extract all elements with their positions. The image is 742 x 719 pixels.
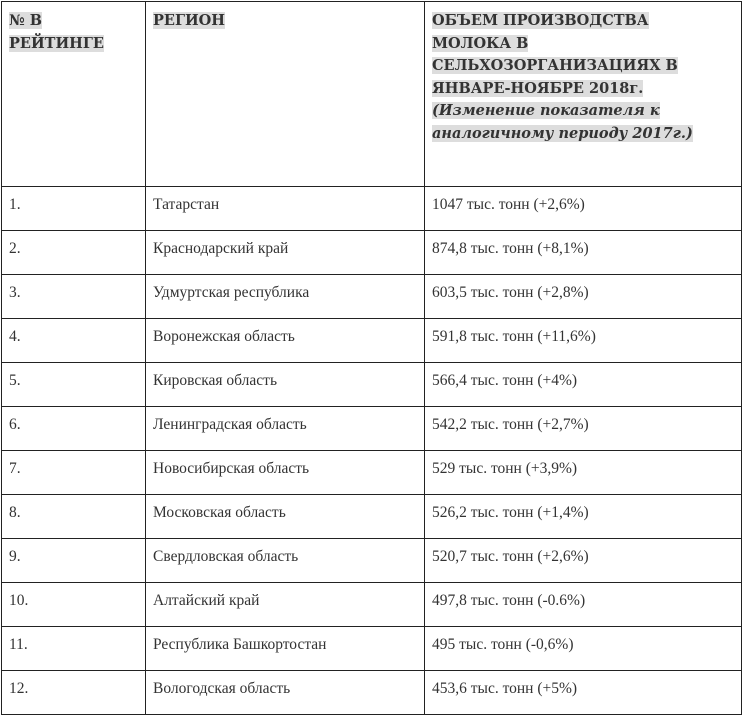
region-cell: Свердловская область [145, 538, 425, 583]
header-region: РЕГИОН [145, 1, 425, 187]
table-row: 8. Московская область 526,2 тыс. тонн (+1,… [1, 494, 742, 539]
table-row: 9. Свердловская область 520,7 тыс. тонн (+… [1, 538, 742, 583]
volume-cell: 542,2 тыс. тонн (+2,7%) [424, 406, 742, 451]
volume-cell: 603,5 тыс. тонн (+2,8%) [424, 274, 742, 319]
header-row: № В РЕЙТИНГЕ РЕГИОН ОБЪЕМ ПРОИЗВОДСТВА МО… [1, 1, 742, 187]
region-cell: Московская область [145, 494, 425, 539]
region-cell: Вологодская область [145, 670, 425, 715]
table-row: 12. Вологодская область 453,6 тыс. тонн (+… [1, 670, 742, 715]
rank-cell: 9. [1, 538, 146, 583]
table-row: 10. Алтайский край 497,8 тыс. тонн (-0.6%) [1, 582, 742, 627]
table-row: 2. Краснодарский край 874,8 тыс. тонн (+8,… [1, 230, 742, 275]
volume-cell: 520,7 тыс. тонн (+2,6%) [424, 538, 742, 583]
volume-cell: 1047 тыс. тонн (+2,6%) [424, 186, 742, 231]
rank-cell: 2. [1, 230, 146, 275]
rank-cell: 8. [1, 494, 146, 539]
region-cell: Республика Башкортостан [145, 626, 425, 671]
header-volume: ОБЪЕМ ПРОИЗВОДСТВА МОЛОКА В СЕЛЬХОЗОРГАН… [424, 1, 742, 187]
region-cell: Ленинградская область [145, 406, 425, 451]
rank-cell: 3. [1, 274, 146, 319]
region-cell: Алтайский край [145, 582, 425, 627]
rank-cell: 7. [1, 450, 146, 495]
table-row: 1. Татарстан 1047 тыс. тонн (+2,6%) [1, 186, 742, 231]
table-row: 5. Кировская область 566,4 тыс. тонн (+4%) [1, 362, 742, 407]
volume-cell: 566,4 тыс. тонн (+4%) [424, 362, 742, 407]
rank-cell: 1. [1, 186, 146, 231]
rank-cell: 10. [1, 582, 146, 627]
rank-cell: 5. [1, 362, 146, 407]
rank-cell: 12. [1, 670, 146, 715]
rank-cell: 4. [1, 318, 146, 363]
table-row: 7. Новосибирская область 529 тыс. тонн (+3… [1, 450, 742, 495]
volume-cell: 453,6 тыс. тонн (+5%) [424, 670, 742, 715]
volume-cell: 497,8 тыс. тонн (-0.6%) [424, 582, 742, 627]
region-cell: Воронежская область [145, 318, 425, 363]
rank-cell: 11. [1, 626, 146, 671]
region-cell: Удмуртская республика [145, 274, 425, 319]
volume-cell: 495 тыс. тонн (-0,6%) [424, 626, 742, 671]
region-cell: Краснодарский край [145, 230, 425, 275]
header-rank: № В РЕЙТИНГЕ [1, 1, 146, 187]
table-row: 3. Удмуртская республика 603,5 тыс. тонн (… [1, 274, 742, 319]
region-cell: Кировская область [145, 362, 425, 407]
volume-cell: 874,8 тыс. тонн (+8,1%) [424, 230, 742, 275]
rank-cell: 6. [1, 406, 146, 451]
table-row: 6. Ленинградская область 542,2 тыс. тонн (… [1, 406, 742, 451]
table-row: 4. Воронежская область 591,8 тыс. тонн (+1… [1, 318, 742, 363]
volume-cell: 529 тыс. тонн (+3,9%) [424, 450, 742, 495]
volume-cell: 526,2 тыс. тонн (+1,4%) [424, 494, 742, 539]
region-cell: Татарстан [145, 186, 425, 231]
table-row: 11. Республика Башкортостан 495 тыс. тонн … [1, 626, 742, 671]
volume-cell: 591,8 тыс. тонн (+11,6%) [424, 318, 742, 363]
region-cell: Новосибирская область [145, 450, 425, 495]
